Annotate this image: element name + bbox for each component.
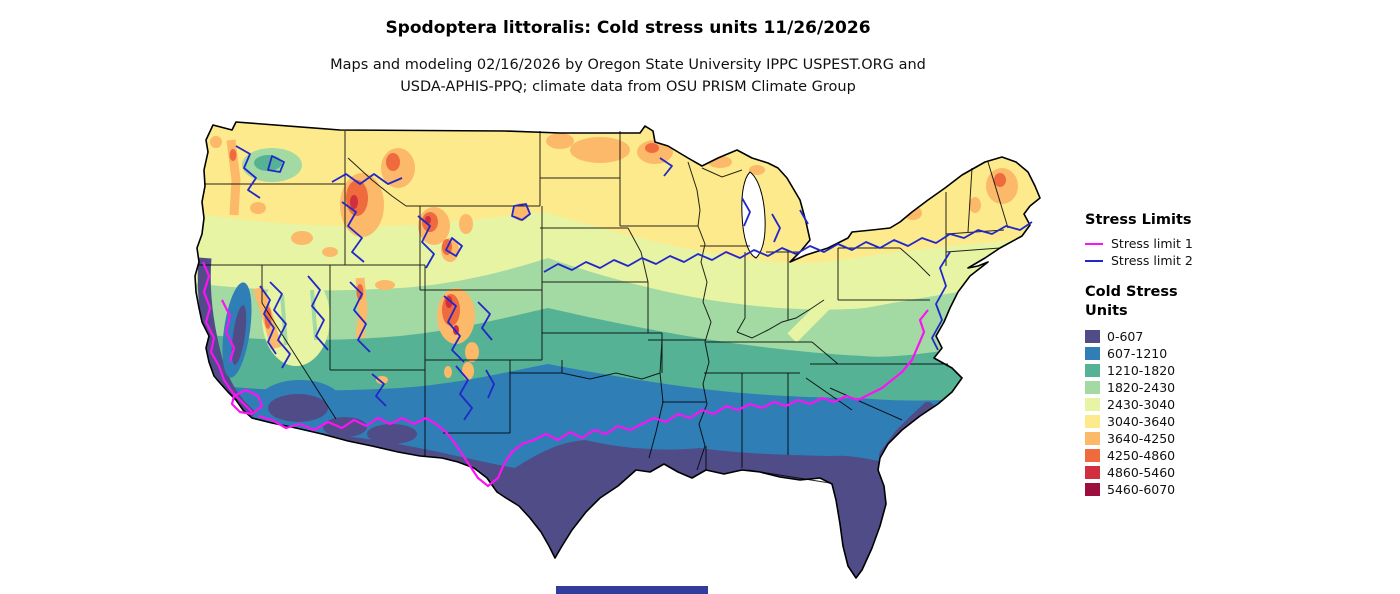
legend-label: 607-1210 [1107, 346, 1168, 361]
legend-swatch [1085, 483, 1100, 496]
legend-label: 4250-4860 [1107, 448, 1176, 463]
legend-label: 2430-3040 [1107, 397, 1176, 412]
legend-swatch [1085, 449, 1100, 462]
legend-item: 3040-3640 [1085, 413, 1245, 430]
us-outline [194, 121, 1041, 579]
legend-item: 2430-3040 [1085, 396, 1245, 413]
legend-swatch [1085, 347, 1100, 360]
legend-label: 3640-4250 [1107, 431, 1176, 446]
subtitle-line-2: USDA-APHIS-PPQ; climate data from OSU PR… [400, 79, 856, 95]
stress-limit-2-contour [235, 145, 1033, 421]
legend-item: 4860-5460 [1085, 464, 1245, 481]
legend: Stress Limits Stress limit 1 Stress limi… [1085, 212, 1245, 498]
legend-item: 5460-6070 [1085, 481, 1245, 498]
legend-swatch [1085, 381, 1100, 394]
legend-label: 4860-5460 [1107, 465, 1176, 480]
legend-swatch [1085, 415, 1100, 428]
cold-stress-raster [195, 122, 1040, 578]
subtitle-line-1: Maps and modeling 02/16/2026 by Oregon S… [330, 57, 926, 73]
legend-item-stress-limit-2: Stress limit 2 [1085, 252, 1245, 269]
legend-label: 1820-2430 [1107, 380, 1176, 395]
legend-item: 0-607 [1085, 328, 1245, 345]
legend-swatch [1085, 330, 1100, 343]
legend-label: 3040-3640 [1107, 414, 1176, 429]
legend-swatch [1085, 364, 1100, 377]
legend-item: 607-1210 [1085, 345, 1245, 362]
stress-limit-1-line-swatch [1085, 242, 1103, 245]
cold-stress-units-title: Cold Stress Units [1085, 284, 1178, 319]
stress-limits-title: Stress Limits [1085, 212, 1192, 228]
legend-swatch [1085, 398, 1100, 411]
legend-swatch [1085, 432, 1100, 445]
legend-item: 3640-4250 [1085, 430, 1245, 447]
legend-swatch [1085, 466, 1100, 479]
legend-item: 4250-4860 [1085, 447, 1245, 464]
legend-item: 1210-1820 [1085, 362, 1245, 379]
bottom-bar-fragment [556, 586, 708, 594]
legend-item-stress-limit-1: Stress limit 1 [1085, 235, 1245, 252]
legend-label: Stress limit 2 [1111, 253, 1193, 268]
state-boundaries [198, 131, 1009, 484]
stress-limit-2-line-swatch [1085, 259, 1103, 262]
legend-label: 1210-1820 [1107, 363, 1176, 378]
legend-label: 5460-6070 [1107, 482, 1176, 497]
figure-title: Spodoptera littoralis: Cold stress units… [385, 18, 871, 38]
legend-label: 0-607 [1107, 329, 1144, 344]
legend-label: Stress limit 1 [1111, 236, 1193, 251]
lake-michigan [741, 171, 766, 259]
legend-item: 1820-2430 [1085, 379, 1245, 396]
figure-subtitle: Maps and modeling 02/16/2026 by Oregon S… [0, 54, 1256, 98]
stress-limit-1-contour [201, 261, 929, 488]
